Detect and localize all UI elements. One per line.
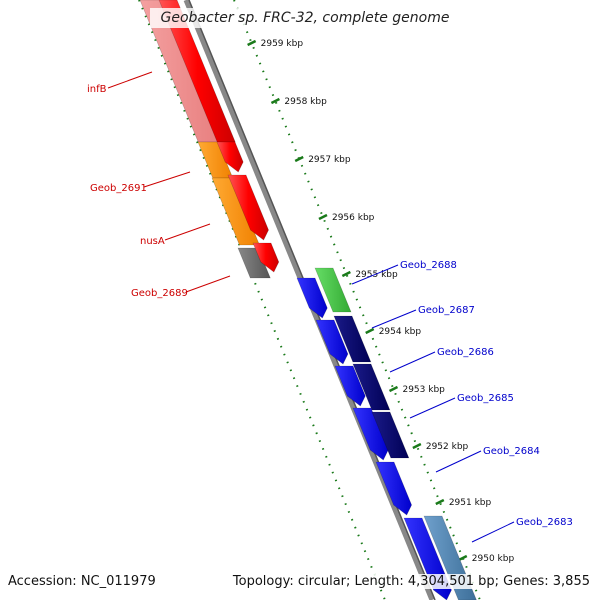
genome-summary-text: Topology: circular; Length: 4,304,501 bp…	[232, 574, 590, 589]
gene-block-geob-2687	[333, 315, 372, 363]
gene-block-blue-3	[334, 365, 366, 407]
tick-mark	[412, 442, 422, 450]
gene-label: Geob_2683	[516, 517, 573, 528]
tick-label: 2957 kbp	[308, 155, 351, 165]
accession-text: Accession: NC_011979	[8, 574, 156, 589]
tick-mark	[318, 213, 328, 221]
tick-label: 2955 kbp	[355, 270, 398, 280]
callout-line	[471, 521, 515, 543]
callout-line	[107, 71, 153, 89]
gene-label: Geob_2689	[131, 288, 188, 299]
tick-mark	[247, 39, 257, 47]
gene-block-geob-2685	[371, 411, 410, 459]
gene-block-red-2	[216, 141, 244, 173]
callout-line	[389, 351, 436, 373]
callout-line	[409, 397, 456, 419]
tick-mark	[458, 554, 468, 562]
callout-line	[164, 223, 211, 241]
gene-block-red-3	[227, 174, 269, 241]
map-title: Geobacter sp. FRC-32, complete genome	[150, 8, 460, 28]
callout-line	[371, 309, 417, 329]
callout-line	[143, 171, 191, 188]
tick-mark	[341, 270, 351, 278]
tick-label: 2958 kbp	[284, 97, 327, 107]
outer-dotted-track	[138, 0, 386, 600]
tick-label: 2959 kbp	[261, 39, 304, 49]
gene-block-blue-1	[296, 277, 328, 319]
tick-layer: 2959 kbp 2958 kbp 2957 kbp 2956 kbp 2955 kbp…	[247, 39, 515, 564]
feature-layer	[139, 0, 477, 600]
gene-label: Geob_2686	[437, 347, 494, 358]
inner-dotted-track	[233, 0, 481, 600]
tick-label: 2952 kbp	[426, 442, 469, 452]
callout-line	[351, 264, 399, 285]
tick-mark	[388, 385, 399, 393]
callout-line	[435, 450, 482, 473]
gene-label: nusA	[140, 236, 165, 247]
gene-label: Geob_2691	[90, 183, 147, 194]
tick-label: 2954 kbp	[379, 327, 422, 337]
callout-line	[185, 275, 231, 293]
gene-block-blue-5	[375, 461, 412, 516]
gene-block-geob-2686	[352, 363, 391, 411]
label-layer: infB Geob_2691 nusA Geob_2689 Geob_2688 Geob_…	[87, 71, 573, 543]
tick-mark	[270, 97, 280, 105]
tick-mark	[365, 327, 375, 335]
tick-label: 2956 kbp	[332, 213, 375, 223]
tick-mark	[435, 498, 445, 506]
gene-block-red-4	[252, 242, 280, 273]
gene-label: Geob_2684	[483, 446, 540, 457]
gene-label: Geob_2685	[457, 393, 514, 404]
gene-label: Geob_2688	[400, 260, 457, 271]
tick-label: 2951 kbp	[449, 498, 492, 508]
gene-block-blue-4	[352, 407, 389, 461]
gene-block-red-1	[158, 0, 236, 143]
tick-mark	[294, 155, 304, 163]
gene-label: infB	[87, 84, 107, 95]
tick-label: 2950 kbp	[472, 554, 515, 564]
gene-block-geob-2689	[237, 247, 271, 279]
gene-label: Geob_2687	[418, 305, 475, 316]
gene-block-geob-2688	[314, 267, 352, 313]
tick-label: 2953 kbp	[402, 385, 445, 395]
gene-block-blue-2	[315, 319, 349, 365]
